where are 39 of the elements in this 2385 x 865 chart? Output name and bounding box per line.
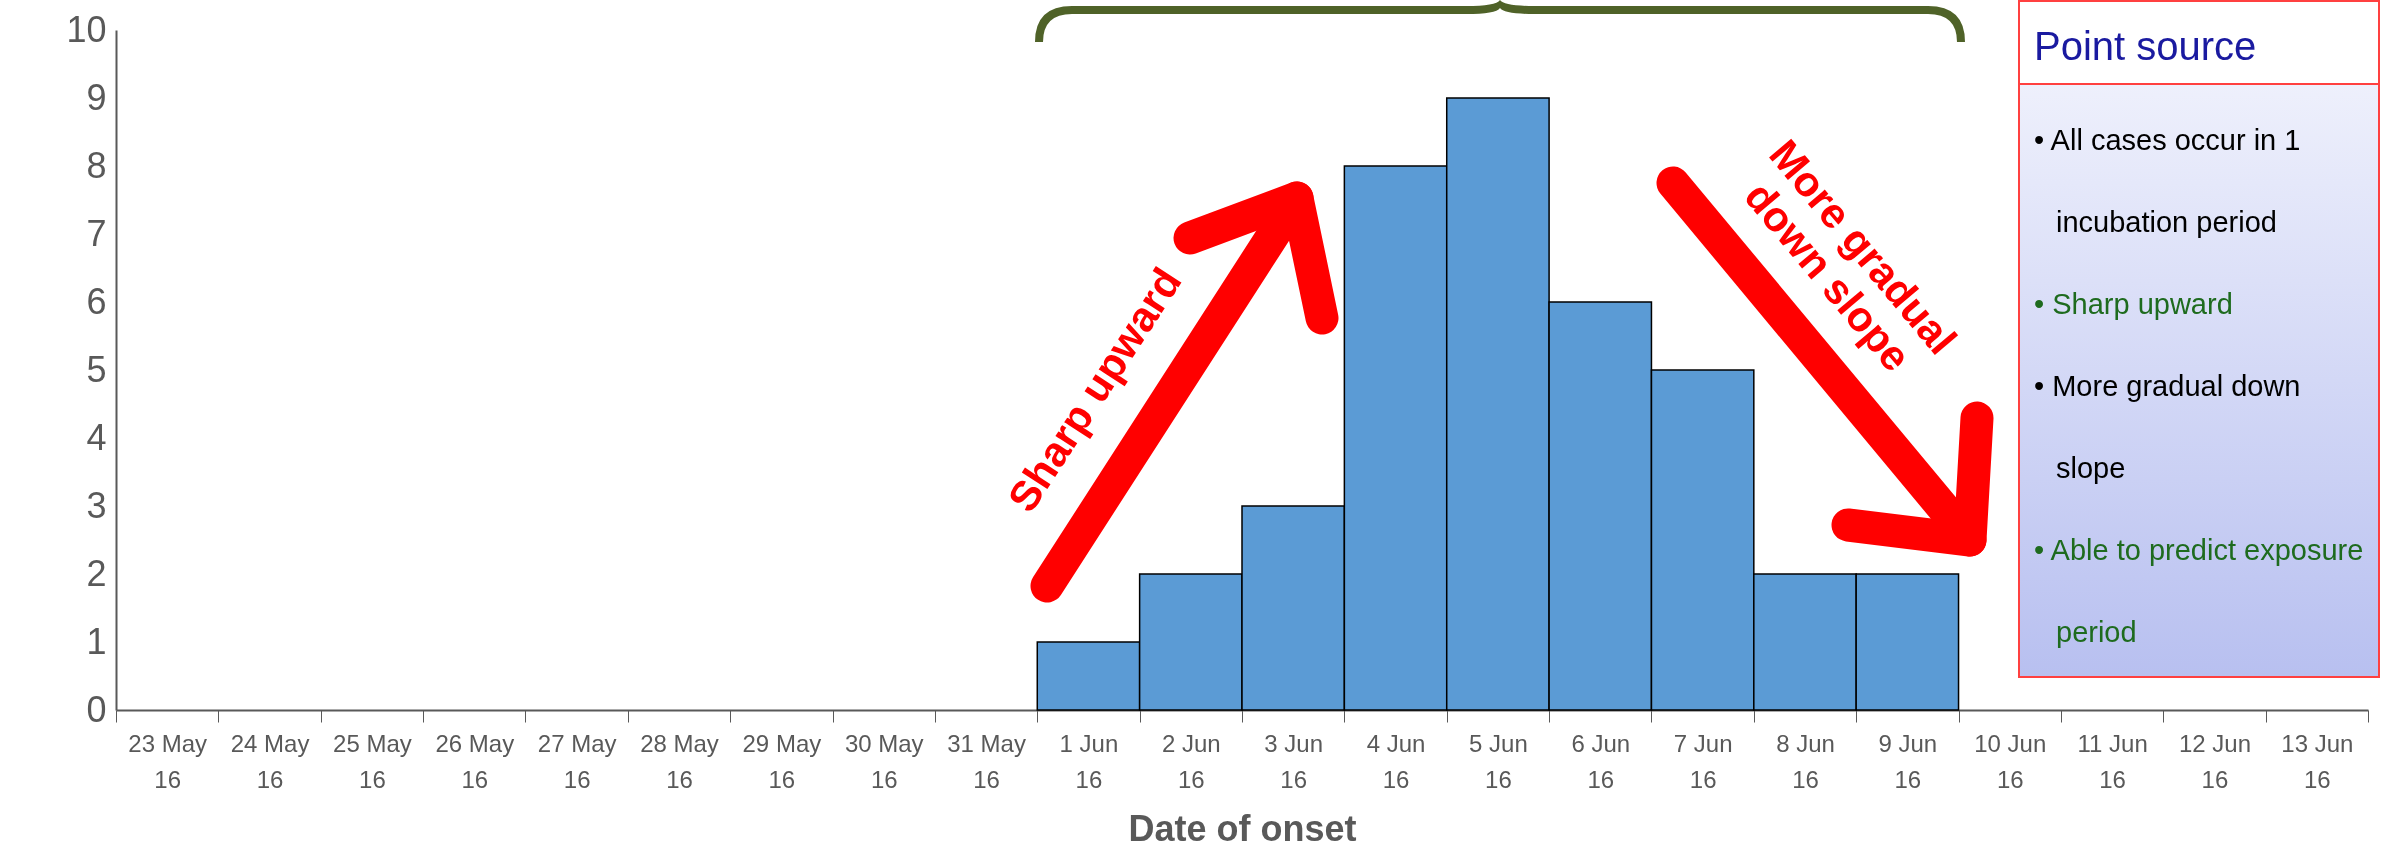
y-tick-label: 10 (66, 8, 107, 50)
annotation: • Sharp upward (2034, 287, 2234, 322)
x-tick-label: 2 Jun 16 (1161, 729, 1221, 793)
y-tick-label: 9 (86, 76, 107, 118)
y-tick-label: 2 (86, 552, 107, 594)
x-tick-label: 31 May 16 (947, 729, 1026, 793)
x-tick-label: 24 May 16 (230, 729, 310, 793)
x-axis-title: Date of onset (1128, 807, 1357, 849)
y-tick-label: 1 (86, 620, 107, 662)
y-tick-label: 6 (86, 280, 107, 322)
y-tick-label: 3 (86, 484, 107, 526)
text: • All cases occur in 1 incubation period (2034, 124, 2301, 238)
y-tick-label: 8 (86, 144, 107, 186)
x-tick-label: 29 May 16 (742, 729, 822, 793)
x-tick-label: 25 May 16 (333, 729, 412, 793)
x-tick-label: 27 May 16 (537, 729, 617, 793)
text: • More gradual down slope (2034, 370, 2301, 484)
x-tick-label: 11 Jun 16 (2077, 729, 2148, 793)
x-tick-label: 5 Jun 16 (1469, 729, 1528, 793)
y-tick-label: 5 (86, 348, 107, 390)
x-tick-label: 10 Jun 16 (1974, 729, 2047, 793)
annotation: Point source (2020, 2, 2378, 85)
y-tick-label: 7 (86, 212, 107, 254)
x-tick-label: 28 May 16 (640, 729, 719, 793)
x-tick-label: 13 Jun 16 (2281, 729, 2354, 793)
x-tick-label: 1 Jun 16 (1059, 729, 1119, 793)
x-tick-label: 23 May 16 (128, 729, 208, 793)
x-tick-label: 3 Jun 16 (1264, 729, 1324, 793)
y-tick-label: 0 (86, 688, 107, 730)
text: • Able to predict exposure period (2034, 534, 2364, 648)
x-tick-label: 12 Jun 16 (2178, 729, 2251, 793)
x-tick-label: 8 Jun 16 (1776, 729, 1835, 793)
x-tick-label: 4 Jun 16 (1366, 729, 1426, 793)
x-tick-label: 26 May 16 (435, 729, 515, 793)
x-tick-label: 9 Jun 16 (1878, 729, 1938, 793)
x-tick-label: 30 May 16 (844, 729, 924, 793)
x-tick-label: 7 Jun 16 (1673, 729, 1733, 793)
x-tick-label: 6 Jun 16 (1571, 729, 1631, 793)
y-tick-label: 4 (86, 416, 107, 458)
